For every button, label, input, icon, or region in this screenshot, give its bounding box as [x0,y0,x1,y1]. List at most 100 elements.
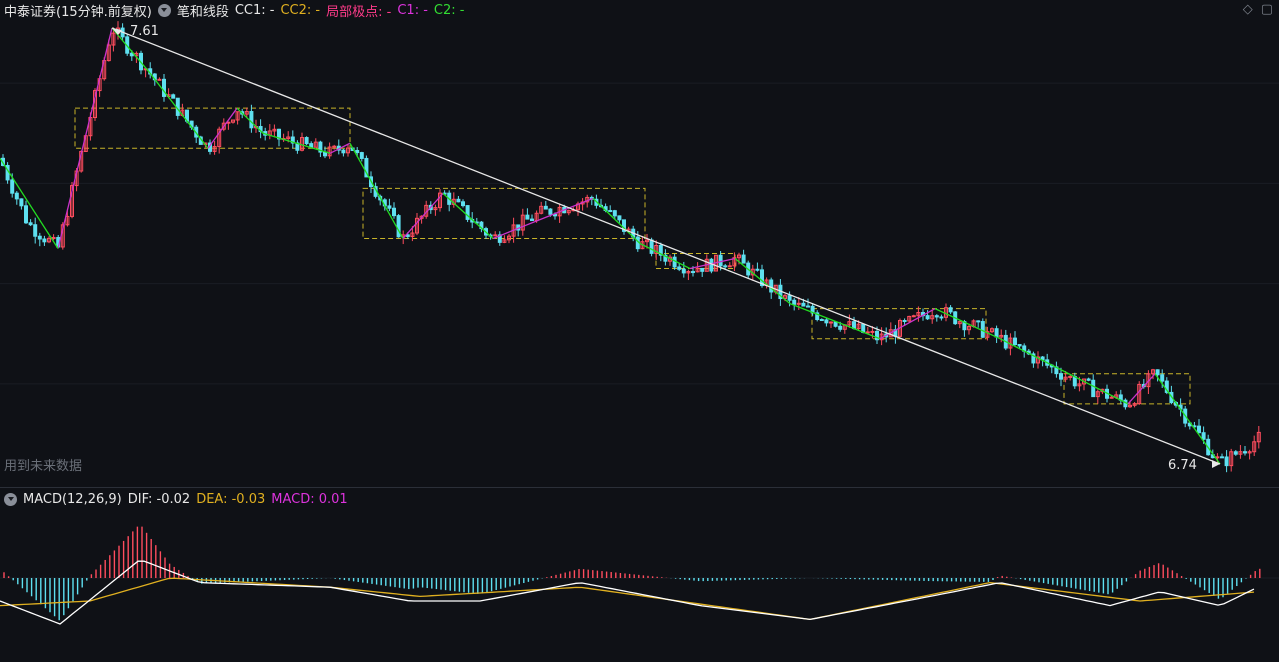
candle-body [359,152,364,159]
candle-body [769,279,774,293]
candle-body [718,254,723,267]
candle-body [1238,451,1243,455]
bi-line [149,72,209,149]
pivot-zone [655,253,736,270]
trend-arrow-icon [1212,460,1220,468]
candle-body [162,78,166,97]
candle-body [111,32,116,46]
candle-body [106,44,111,62]
candle-body [723,265,728,268]
candle-body [663,254,668,262]
candle-body [1224,456,1229,467]
candle-body [235,111,240,121]
candle-body [806,305,810,308]
candle-body [930,315,935,320]
high-price-label: 7.61 [130,24,159,39]
candle-body [42,238,47,243]
dea-value: DEA: -0.03 [196,491,266,507]
dropdown-toggle-icon[interactable] [157,3,171,17]
macd-name[interactable]: MACD(12,26,9) [23,491,122,507]
candle-body [1160,374,1165,382]
candle-body [566,210,571,214]
candle-body [990,328,994,333]
high-arrow-icon [112,28,122,35]
dif-value: DIF: -0.02 [127,491,191,507]
candle-body [37,235,42,240]
bi-line [111,27,151,74]
window-icon[interactable]: ▢ [1260,2,1273,17]
local-extreme-value: 局部极点: - [326,4,392,20]
bi-line [1154,373,1221,465]
candle-body [364,157,369,178]
candle-body [686,271,691,274]
candle-body [1247,451,1252,454]
candle-body [341,149,346,154]
candle-body [760,269,764,287]
candle-body [838,325,843,330]
candle-body [727,265,732,268]
candle-body [396,215,401,238]
diamond-icon[interactable]: ◇ [1242,2,1253,17]
candle-body [313,141,318,148]
candle-body [290,136,295,144]
candle-body [327,146,332,157]
candle-body [902,320,907,323]
candle-body [1220,456,1224,459]
candle-body [1256,431,1261,443]
candle-body [865,331,870,334]
candle-body [1137,383,1142,405]
candle-body [1151,369,1155,375]
candle-body [957,321,962,325]
bi-line [934,308,1001,340]
candle-body [911,315,916,318]
candle-body [19,198,24,207]
bi-line [442,192,494,239]
candle-body [47,237,51,243]
candle-body [217,128,222,148]
chart-toolbar: ◇ ▢ [1243,2,1273,17]
candle-body [985,331,990,338]
candle-body [249,111,254,129]
candle-body [796,302,801,305]
candle-body [24,205,28,224]
candle-body [497,234,502,243]
candle-body [1082,378,1086,385]
candle-body [129,52,134,57]
bi-line [689,257,736,270]
candle-body [829,321,833,324]
macd-dropdown-icon[interactable] [4,492,17,506]
bi-line [349,142,404,239]
candle-body [157,78,162,81]
candle-body [346,147,350,154]
price-chart[interactable] [0,0,1279,487]
candle-body [691,271,695,274]
candle-body [304,137,309,145]
stock-title[interactable]: 中泰证券(15分钟.前复权) [4,4,152,20]
candle-body [1243,451,1247,454]
candle-body [1086,378,1091,381]
candle-body [548,208,553,215]
candle-body [847,321,852,326]
candle-body [332,145,337,148]
candle-body [617,215,622,221]
candle-body [916,312,921,317]
candle-body [681,268,686,274]
candle-body [33,224,38,237]
bi-line [236,107,264,134]
main-chart-header: 中泰证券(15分钟.前复权) 笔和线段 CC1: - CC2: - 局部极点: … [4,0,470,20]
candle-body [1063,376,1068,380]
cc2-value: CC2: - [280,2,321,18]
candle-body [741,254,746,264]
candle-body [967,326,971,331]
candle-body [493,234,498,237]
candle-body [1068,375,1073,378]
bi-line [789,303,881,340]
candle-body [819,319,824,322]
candle-body [875,330,879,341]
candle-body [318,141,323,153]
indicator-name[interactable]: 笔和线段 [176,4,229,20]
candle-body [1013,337,1017,346]
dea-line [0,577,1255,621]
candle-body [1091,379,1096,398]
